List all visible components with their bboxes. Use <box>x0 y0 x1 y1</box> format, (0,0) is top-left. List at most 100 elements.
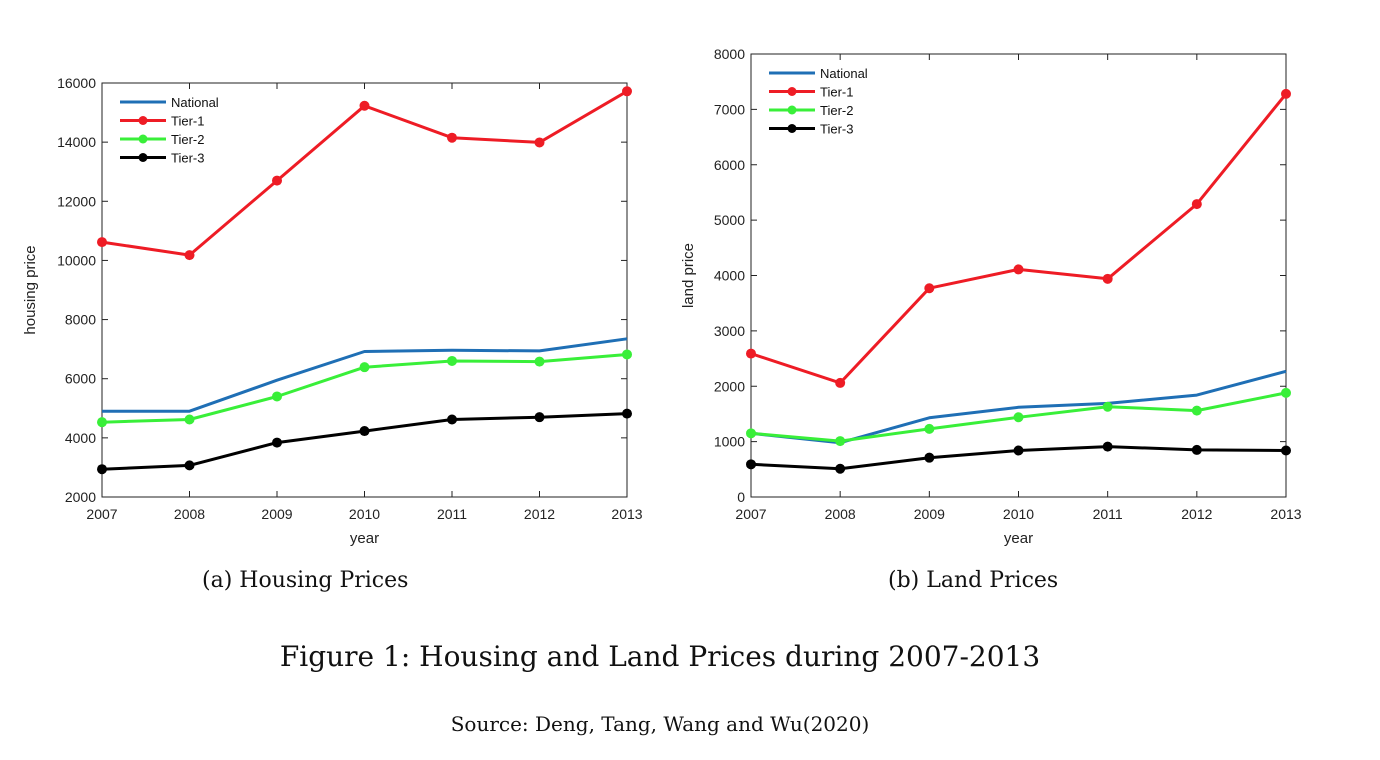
data-point-tier-2 <box>97 417 107 428</box>
x-tick-label: 2010 <box>349 506 380 522</box>
data-point-tier-1 <box>447 132 457 143</box>
data-point-tier-2 <box>1102 401 1113 412</box>
x-tick-label: 2008 <box>174 506 205 522</box>
legend-marker-tier-2 <box>787 105 797 115</box>
y-tick-label: 8000 <box>714 46 745 62</box>
legend-entry-tier-2: Tier-2 <box>820 103 853 118</box>
data-point-tier-2 <box>835 436 846 447</box>
y-tick-label: 2000 <box>714 378 745 394</box>
data-point-tier-1 <box>622 86 632 97</box>
data-point-tier-1 <box>272 175 282 186</box>
y-tick-label: 14000 <box>57 134 96 150</box>
legend-entry-tier-1: Tier-1 <box>171 114 204 129</box>
legend-entry-tier-3: Tier-3 <box>820 122 853 137</box>
figure-caption: Figure 1: Housing and Land Prices during… <box>279 640 1041 673</box>
x-tick-label: 2012 <box>1181 506 1212 522</box>
y-tick-label: 6000 <box>714 157 745 173</box>
x-tick-label: 2011 <box>437 506 467 522</box>
data-point-tier-2 <box>1281 387 1291 398</box>
data-point-tier-1 <box>97 237 107 248</box>
data-point-tier-1 <box>1281 88 1291 99</box>
x-tick-label: 2012 <box>524 506 555 522</box>
source-caption: Source: Deng, Tang, Wang and Wu(2020) <box>450 712 870 736</box>
y-tick-label: 4000 <box>65 430 96 446</box>
legend-entry-national: National <box>820 66 868 81</box>
housing-price-plot: 2007 2008 2009 2010 2011 2012 2013 2000 4000 6000… <box>22 75 643 547</box>
data-point-tier-1 <box>924 283 935 294</box>
data-point-tier-1 <box>534 137 545 148</box>
data-point-tier-3 <box>1013 445 1024 456</box>
series-line-tier-3 <box>101 412 628 471</box>
data-point-tier-2 <box>272 391 282 402</box>
data-point-tier-2 <box>359 362 370 373</box>
subcaption-housing: (a) Housing Prices <box>202 568 409 593</box>
housing-price-chart: 2007 2008 2009 2010 2011 2012 2013 2000 4000 6000… <box>20 0 660 560</box>
legend-entry-national: National <box>171 95 219 110</box>
legend-marker-tier-3 <box>138 153 148 162</box>
legend-entry-tier-3: Tier-3 <box>171 151 204 166</box>
y-tick-label: 7000 <box>714 101 745 117</box>
data-point-tier-3 <box>746 459 756 470</box>
data-point-tier-3 <box>1102 441 1113 452</box>
data-point-tier-1 <box>359 100 370 111</box>
legend-marker-tier-1 <box>138 116 148 125</box>
data-point-tier-1 <box>1013 264 1024 275</box>
data-point-tier-1 <box>746 348 756 359</box>
data-point-tier-3 <box>1281 445 1291 456</box>
y-axis-label: housing price <box>22 245 39 334</box>
land-price-plot: 2007 2008 2009 2010 2011 2012 2013 0 1000 2000 300… <box>680 46 1302 547</box>
x-tick-label: 2007 <box>735 506 766 522</box>
y-tick-label: 1000 <box>714 434 745 450</box>
plot-frame <box>750 53 1287 498</box>
data-point-tier-3 <box>622 408 632 419</box>
data-point-tier-3 <box>835 463 846 474</box>
series-line-national <box>102 337 628 413</box>
data-point-tier-3 <box>447 414 457 425</box>
y-tick-label: 3000 <box>714 323 745 339</box>
y-tick-label: 0 <box>737 489 745 505</box>
data-point-tier-2 <box>746 428 756 439</box>
data-point-tier-1 <box>835 377 846 388</box>
data-point-tier-2 <box>622 349 632 360</box>
legend-marker-tier-2 <box>138 134 148 144</box>
data-point-tier-2 <box>184 414 195 425</box>
data-point-tier-2 <box>534 356 545 367</box>
series-line-national <box>750 369 1287 445</box>
y-tick-label: 16000 <box>57 75 96 91</box>
x-tick-label: 2013 <box>1270 506 1301 522</box>
y-axis-label: land price <box>680 243 697 308</box>
series-line-tier-1 <box>750 92 1288 385</box>
data-point-tier-3 <box>1191 444 1202 455</box>
y-tick-label: 4000 <box>714 268 745 284</box>
y-tick-label: 8000 <box>65 312 96 328</box>
x-axis-label: year <box>1004 530 1033 547</box>
legend-entry-tier-1: Tier-1 <box>820 85 853 100</box>
y-tick-label: 2000 <box>65 489 96 505</box>
x-tick-label: 2008 <box>825 506 856 522</box>
x-axis-label: year <box>350 530 379 547</box>
data-point-tier-1 <box>184 250 195 261</box>
data-point-tier-2 <box>924 423 935 434</box>
data-point-tier-3 <box>272 437 282 448</box>
legend-marker-tier-3 <box>787 124 797 133</box>
data-point-tier-3 <box>924 452 935 463</box>
legend-entry-tier-2: Tier-2 <box>171 132 204 147</box>
data-point-tier-3 <box>184 460 195 471</box>
data-point-tier-1 <box>1102 273 1113 284</box>
legend-marker-tier-1 <box>787 87 797 96</box>
x-tick-label: 2009 <box>261 506 292 522</box>
x-tick-label: 2007 <box>86 506 117 522</box>
data-point-tier-2 <box>447 355 457 366</box>
data-point-tier-3 <box>97 464 107 475</box>
x-tick-label: 2010 <box>1003 506 1034 522</box>
land-price-chart: 2007 2008 2009 2010 2011 2012 2013 0 1000 2000 300… <box>660 0 1320 560</box>
y-tick-label: 10000 <box>57 252 96 268</box>
x-tick-label: 2011 <box>1093 506 1123 522</box>
subcaption-land: (b) Land Prices <box>888 568 1059 593</box>
data-point-tier-3 <box>359 426 370 437</box>
x-tick-label: 2009 <box>914 506 945 522</box>
data-point-tier-1 <box>1191 199 1202 210</box>
data-point-tier-2 <box>1191 405 1202 416</box>
x-tick-label: 2013 <box>611 506 642 522</box>
data-point-tier-3 <box>534 412 545 423</box>
